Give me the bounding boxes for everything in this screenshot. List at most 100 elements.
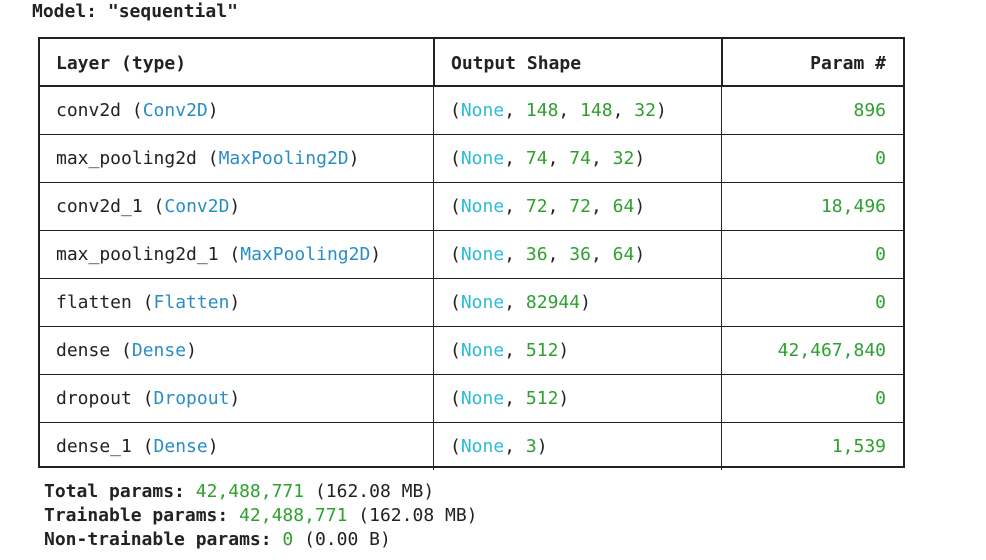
paren: ) [655, 100, 667, 121]
output-shape-cell: (None, 82944) [433, 279, 721, 326]
paren: ( [218, 244, 241, 265]
shape-none: None [460, 340, 505, 361]
comma: , [590, 244, 613, 265]
non-trainable-params-line: Non-trainable params: 0 (0.00 B) [44, 528, 478, 552]
table-row: conv2d_1 (Conv2D)(None, 72, 72, 64) 18,49… [40, 183, 903, 230]
paren: ) [634, 244, 646, 265]
shape-dimension: 64 [612, 244, 635, 265]
total-params-line: Total params: 42,488,771 (162.08 MB) [44, 480, 478, 504]
row-divider [40, 326, 903, 327]
layer-name: dropout [56, 388, 132, 409]
param-count: 0 [721, 375, 903, 422]
paren: ( [110, 340, 132, 361]
paren: ( [121, 100, 143, 121]
paren: ) [370, 244, 382, 265]
layer-cell: dense_1 (Dense) [40, 423, 433, 470]
paren: ( [450, 292, 461, 313]
paren: ) [634, 148, 646, 169]
output-shape-cell: (None, 74, 74, 32) [433, 135, 721, 182]
shape-none: None [460, 436, 505, 457]
paren: ) [536, 436, 548, 457]
comma: , [612, 100, 635, 121]
shape-dimension: 148 [525, 100, 559, 121]
shape-none: None [460, 292, 505, 313]
shape-dimension: 3 [525, 436, 537, 457]
param-count: 18,496 [721, 183, 903, 230]
table-row: dense (Dense)(None, 512) 42,467,840 [40, 327, 903, 374]
shape-dimension: 36 [525, 244, 548, 265]
output-shape-cell: (None, 3) [433, 423, 721, 470]
paren: ( [450, 100, 461, 121]
layer-name: max_pooling2d_1 [56, 244, 219, 265]
paren: ) [558, 388, 570, 409]
shape-dimension: 74 [525, 148, 548, 169]
params-summary: Total params: 42,488,771 (162.08 MB) Tra… [44, 480, 478, 552]
layer-type: Conv2D [164, 196, 230, 217]
trainable-params-label: Trainable params: [44, 505, 229, 526]
paren: ) [348, 148, 360, 169]
paren: ) [634, 196, 646, 217]
layer-type: Dense [131, 340, 187, 361]
output-shape-cell: (None, 36, 36, 64) [433, 231, 721, 278]
output-shape-cell: (None, 512) [433, 375, 721, 422]
header-output-shape: Output Shape [433, 39, 721, 87]
table-row: dense_1 (Dense)(None, 3) 1,539 [40, 423, 903, 470]
header-layer-type: Layer (type) [56, 52, 187, 74]
paren: ) [229, 196, 241, 217]
paren: ( [131, 292, 154, 313]
paren: ) [186, 340, 197, 361]
paren: ( [450, 436, 461, 457]
layer-name: flatten [56, 292, 132, 313]
paren: ( [450, 244, 461, 265]
layer-type: Dropout [153, 388, 230, 409]
layer-name: dense_1 [56, 436, 132, 457]
comma: , [504, 388, 526, 409]
comma: , [547, 148, 570, 169]
layer-name: conv2d_1 [56, 196, 143, 217]
table-row: dropout (Dropout)(None, 512) 0 [40, 375, 903, 422]
paren: ) [229, 388, 241, 409]
layer-name: dense [56, 340, 111, 361]
comma: , [504, 436, 526, 457]
comma: , [504, 196, 526, 217]
layer-cell: flatten (Flatten) [40, 279, 433, 326]
row-divider [40, 374, 903, 375]
paren: ( [131, 436, 154, 457]
comma: , [504, 244, 526, 265]
comma: , [504, 292, 526, 313]
layer-cell: max_pooling2d (MaxPooling2D) [40, 135, 433, 182]
row-divider [40, 182, 903, 183]
non-trainable-params-label: Non-trainable params: [44, 529, 272, 550]
row-divider [40, 422, 903, 423]
param-count: 0 [721, 231, 903, 278]
shape-none: None [460, 148, 505, 169]
paren: ) [558, 340, 570, 361]
paren: ( [450, 388, 461, 409]
row-divider [40, 134, 903, 135]
trainable-params-size: (162.08 MB) [358, 505, 478, 526]
shape-dimension: 32 [612, 148, 635, 169]
layer-cell: conv2d (Conv2D) [40, 87, 433, 134]
row-divider [40, 278, 903, 279]
param-count: 1,539 [721, 423, 903, 470]
paren: ( [450, 340, 461, 361]
output-shape-cell: (None, 148, 148, 32) [433, 87, 721, 134]
table-header-row: Layer (type) Output Shape Param # [40, 39, 903, 87]
paren: ) [207, 100, 219, 121]
comma: , [504, 100, 526, 121]
param-count: 42,467,840 [721, 327, 903, 374]
layer-cell: conv2d_1 (Conv2D) [40, 183, 433, 230]
layer-type: Flatten [153, 292, 230, 313]
layer-name: conv2d [56, 100, 122, 121]
trainable-params-line: Trainable params: 42,488,771 (162.08 MB) [44, 504, 478, 528]
comma: , [590, 148, 613, 169]
shape-none: None [460, 388, 505, 409]
shape-none: None [460, 244, 505, 265]
paren: ( [142, 196, 165, 217]
shape-none: None [460, 196, 505, 217]
layer-type: MaxPooling2D [218, 148, 349, 169]
layer-type: MaxPooling2D [240, 244, 371, 265]
paren: ( [196, 148, 219, 169]
table-row: max_pooling2d (MaxPooling2D)(None, 74, 7… [40, 135, 903, 182]
row-divider [40, 230, 903, 231]
